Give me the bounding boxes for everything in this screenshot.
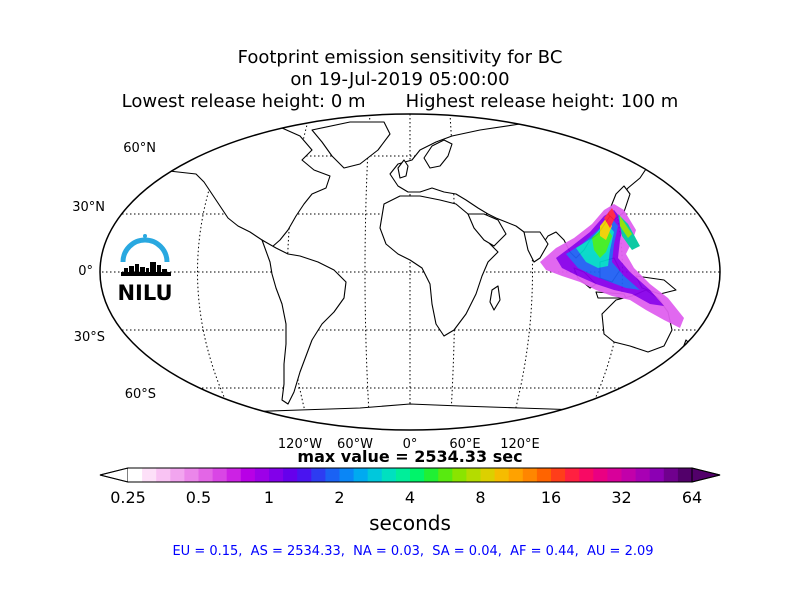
colorbar-segment: [438, 468, 453, 482]
colorbar-tick-label: 64: [682, 488, 702, 507]
colorbar-segment: [593, 468, 608, 482]
colorbar-segment: [212, 468, 228, 482]
africa-coast: [379, 195, 499, 337]
colorbar-segment: [551, 468, 566, 482]
colorbar-segment: [381, 468, 397, 482]
colorbar-segment: [311, 468, 326, 482]
india-coast: [523, 231, 549, 263]
colorbar: [99, 467, 721, 483]
colorbar-segment: [240, 468, 256, 482]
footprint-plume: [540, 204, 684, 328]
colorbar-min-extension: [99, 467, 129, 483]
map-title-line-1: Footprint emission sensitivity for BC: [237, 47, 563, 68]
colorbar-segment: [649, 468, 665, 482]
logo-dot-icon: [143, 234, 147, 238]
colorbar-segment: [156, 468, 171, 482]
britain-coast: [397, 159, 409, 179]
antarctica-coast: [100, 403, 720, 430]
colorbar-segment: [466, 468, 482, 482]
south-america-coast: [261, 239, 347, 405]
colorbar-tick-label: 1: [264, 488, 274, 507]
madagascar-coast: [489, 285, 501, 311]
arabia-coast: [467, 213, 507, 247]
lat-label-60s: 60°S: [125, 387, 156, 402]
colorbar-segment: [339, 468, 355, 482]
colorbar-tick-label: 4: [405, 488, 415, 507]
colorbar-tick-labels: 0.25 0.5 1 2 4 8 16 32 64: [110, 488, 702, 507]
lon-label-60w: 60°W: [337, 437, 373, 452]
colorbar-max-extension: [691, 467, 721, 483]
greenland-coast: [311, 121, 391, 169]
lon-label-60e: 60°E: [449, 437, 480, 452]
colorbar-segment: [184, 468, 200, 482]
map-title-line-3: Lowest release height: 0 m Highest relea…: [121, 91, 679, 112]
lat-label-30n: 30°N: [72, 200, 105, 215]
colorbar-segment: [424, 468, 439, 482]
logo-skyline-icon: [121, 262, 171, 276]
colorbar-segment: [508, 468, 524, 482]
colorbar-tick-label: 32: [611, 488, 631, 507]
lat-label-30s: 30°S: [74, 330, 105, 345]
colorbar-segment: [522, 468, 538, 482]
colorbar-segment: [663, 468, 679, 482]
nilu-logo: NILU: [117, 234, 173, 305]
max-value-label: max value = 2534.33 sec: [297, 447, 523, 466]
colorbar-segment: [283, 468, 298, 482]
plume-red: [604, 208, 616, 228]
colorbar-segment: [607, 468, 623, 482]
regional-values: EU = 0.15, AS = 2534.33, NA = 0.03, SA =…: [172, 544, 654, 559]
colorbar-segment: [170, 468, 185, 482]
logo-text: NILU: [117, 281, 172, 305]
colorbar-segment: [367, 468, 383, 482]
scandinavia-coast: [423, 139, 453, 169]
plume-green-streak: [620, 216, 632, 238]
colorbar-segment: [536, 468, 552, 482]
colorbar-unit-label: seconds: [369, 511, 451, 535]
colorbar-segment: [480, 468, 496, 482]
colorbar-segment: [621, 468, 637, 482]
latitude-labels: 60°N 30°N 0° 30°S 60°S: [72, 141, 156, 402]
colorbar-segment: [325, 468, 341, 482]
colorbar-tick-label: 8: [475, 488, 485, 507]
longitude-labels: 120°W 60°W 0° 60°E 120°E: [278, 437, 540, 452]
colorbar-segment: [254, 468, 270, 482]
colorbar-segment: [198, 468, 214, 482]
colorbar-segment: [494, 468, 510, 482]
colorbar-tick-label: 0.25: [110, 488, 146, 507]
colorbar-segment: [410, 468, 425, 482]
globe-outline: [99, 113, 721, 431]
lon-label-120w: 120°W: [278, 437, 322, 452]
colorbar-segment: [353, 468, 369, 482]
globe: [100, 114, 720, 430]
colorbar-segment: [226, 468, 242, 482]
colorbar-segment: [579, 468, 594, 482]
colorbar-segment: [635, 468, 651, 482]
lon-label-120e: 120°E: [500, 437, 540, 452]
colorbar-segment: [128, 468, 143, 482]
colorbar-outline: [99, 467, 721, 483]
colorbar-tick-label: 0.5: [186, 488, 211, 507]
lat-label-60n: 60°N: [123, 141, 156, 156]
colorbar-segment: [142, 468, 157, 482]
colorbar-segment: [395, 468, 411, 482]
colorbar-tick-label: 16: [541, 488, 561, 507]
colorbar-tick-label: 2: [334, 488, 344, 507]
lat-label-0: 0°: [78, 264, 93, 279]
colorbar-segment: [269, 468, 284, 482]
lon-label-0: 0°: [403, 437, 418, 452]
map-title-line-2: on 19-Jul-2019 05:00:00: [290, 69, 510, 90]
colorbar-segment: [677, 468, 693, 482]
colorbar-segment: [565, 468, 580, 482]
logo-arc-icon: [120, 237, 170, 263]
colorbar-segment: [452, 468, 467, 482]
colorbar-segment: [297, 468, 312, 482]
